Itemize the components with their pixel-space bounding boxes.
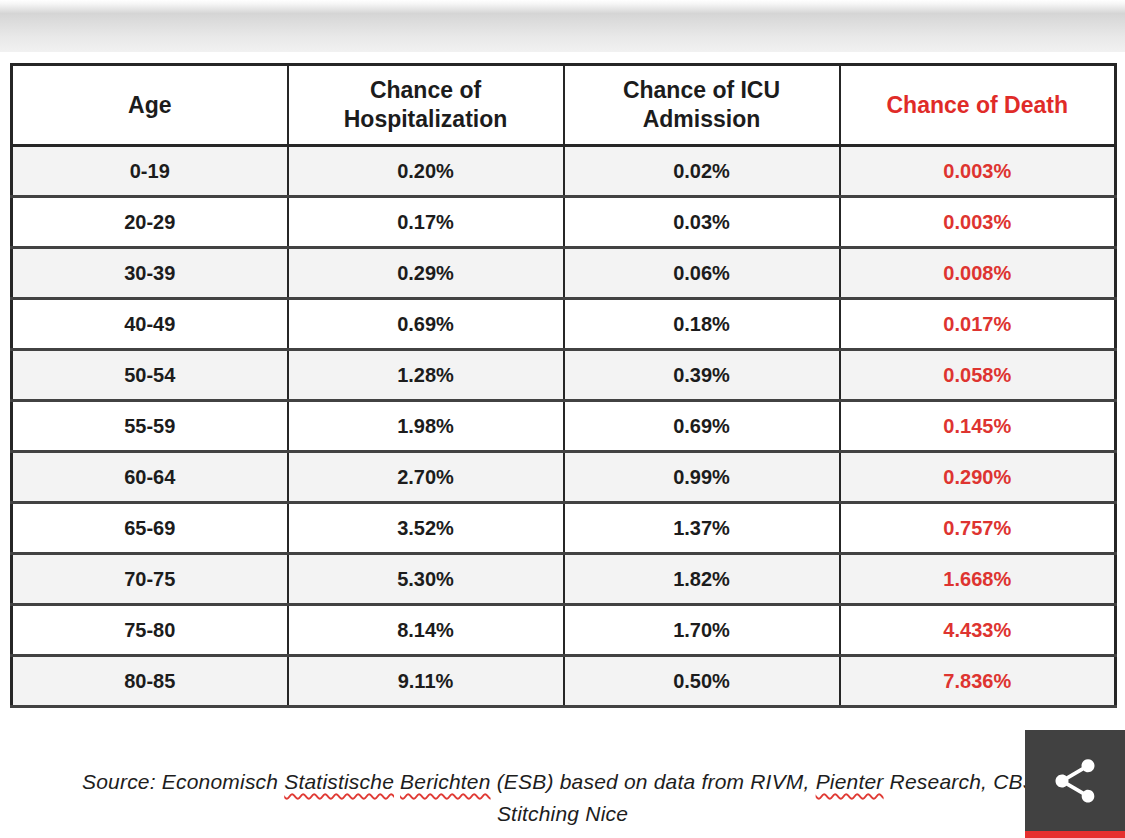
risk-table: AgeChance of HospitalizationChance of IC… xyxy=(10,63,1117,708)
table-cell: 0.017% xyxy=(840,299,1116,350)
table-cell: 30-39 xyxy=(12,248,288,299)
header-row: AgeChance of HospitalizationChance of IC… xyxy=(12,65,1116,146)
column-header-3: Chance of Death xyxy=(840,65,1116,146)
table-cell: 2.70% xyxy=(288,452,564,503)
table-cell: 7.836% xyxy=(840,656,1116,707)
table-cell: 0.50% xyxy=(564,656,840,707)
misspelled-word: Pienter xyxy=(816,770,884,793)
table-row: 80-859.11%0.50%7.836% xyxy=(12,656,1116,707)
column-header-0: Age xyxy=(12,65,288,146)
table-row: 70-755.30%1.82%1.668% xyxy=(12,554,1116,605)
table-cell: 0.003% xyxy=(840,146,1116,197)
table-cell: 0.69% xyxy=(564,401,840,452)
share-button[interactable] xyxy=(1025,730,1125,831)
table-row: 65-693.52%1.37%0.757% xyxy=(12,503,1116,554)
table-cell: 4.433% xyxy=(840,605,1116,656)
table-cell: 0.69% xyxy=(288,299,564,350)
table-cell: 55-59 xyxy=(12,401,288,452)
table-cell: 0.20% xyxy=(288,146,564,197)
source-citation: Source: Economisch Statistische Berichte… xyxy=(0,766,1125,830)
table-cell: 0.18% xyxy=(564,299,840,350)
table-cell: 20-29 xyxy=(12,197,288,248)
table-cell: 0.17% xyxy=(288,197,564,248)
share-icon xyxy=(1049,755,1101,807)
table-cell: 0.02% xyxy=(564,146,840,197)
table-cell: 65-69 xyxy=(12,503,288,554)
table-cell: 40-49 xyxy=(12,299,288,350)
table-body: 0-190.20%0.02%0.003%20-290.17%0.03%0.003… xyxy=(12,146,1116,707)
table-row: 60-642.70%0.99%0.290% xyxy=(12,452,1116,503)
misspelled-word: Berichten xyxy=(400,770,491,793)
table-cell: 0-19 xyxy=(12,146,288,197)
table-cell: 9.11% xyxy=(288,656,564,707)
table-row: 30-390.29%0.06%0.008% xyxy=(12,248,1116,299)
column-header-2: Chance of ICU Admission xyxy=(564,65,840,146)
table-row: 20-290.17%0.03%0.003% xyxy=(12,197,1116,248)
table-cell: 50-54 xyxy=(12,350,288,401)
source-line-2: Stitching Nice xyxy=(0,798,1125,830)
table-row: 0-190.20%0.02%0.003% xyxy=(12,146,1116,197)
table-cell: 0.008% xyxy=(840,248,1116,299)
table-cell: 60-64 xyxy=(12,452,288,503)
table-cell: 0.99% xyxy=(564,452,840,503)
table-cell: 1.28% xyxy=(288,350,564,401)
table-cell: 3.52% xyxy=(288,503,564,554)
table-cell: 0.29% xyxy=(288,248,564,299)
table-header: AgeChance of HospitalizationChance of IC… xyxy=(12,65,1116,146)
column-header-1: Chance of Hospitalization xyxy=(288,65,564,146)
red-accent-bar xyxy=(1025,831,1125,838)
table-cell: 70-75 xyxy=(12,554,288,605)
table-row: 55-591.98%0.69%0.145% xyxy=(12,401,1116,452)
source-text-segment: (ESB) based on data from RIVM, xyxy=(491,770,816,793)
table-cell: 75-80 xyxy=(12,605,288,656)
table-row: 40-490.69%0.18%0.017% xyxy=(12,299,1116,350)
table-cell: 80-85 xyxy=(12,656,288,707)
table-cell: 0.757% xyxy=(840,503,1116,554)
table-cell: 0.39% xyxy=(564,350,840,401)
table-cell: 0.290% xyxy=(840,452,1116,503)
table-cell: 1.37% xyxy=(564,503,840,554)
table-row: 50-541.28%0.39%0.058% xyxy=(12,350,1116,401)
source-line-1: Source: Economisch Statistische Berichte… xyxy=(0,766,1125,798)
source-text-segment: Source: Economisch xyxy=(82,770,284,793)
source-text-segment: Research, CBS, xyxy=(884,770,1043,793)
table-cell: 0.145% xyxy=(840,401,1116,452)
table-cell: 1.98% xyxy=(288,401,564,452)
table-row: 75-808.14%1.70%4.433% xyxy=(12,605,1116,656)
table-cell: 0.03% xyxy=(564,197,840,248)
table-cell: 1.70% xyxy=(564,605,840,656)
table-cell: 0.06% xyxy=(564,248,840,299)
table-cell: 1.82% xyxy=(564,554,840,605)
table-cell: 0.058% xyxy=(840,350,1116,401)
table-cell: 0.003% xyxy=(840,197,1116,248)
misspelled-word: Statistische xyxy=(284,770,394,793)
top-gradient-banner xyxy=(0,0,1125,52)
table-cell: 5.30% xyxy=(288,554,564,605)
table-cell: 1.668% xyxy=(840,554,1116,605)
table-cell: 8.14% xyxy=(288,605,564,656)
